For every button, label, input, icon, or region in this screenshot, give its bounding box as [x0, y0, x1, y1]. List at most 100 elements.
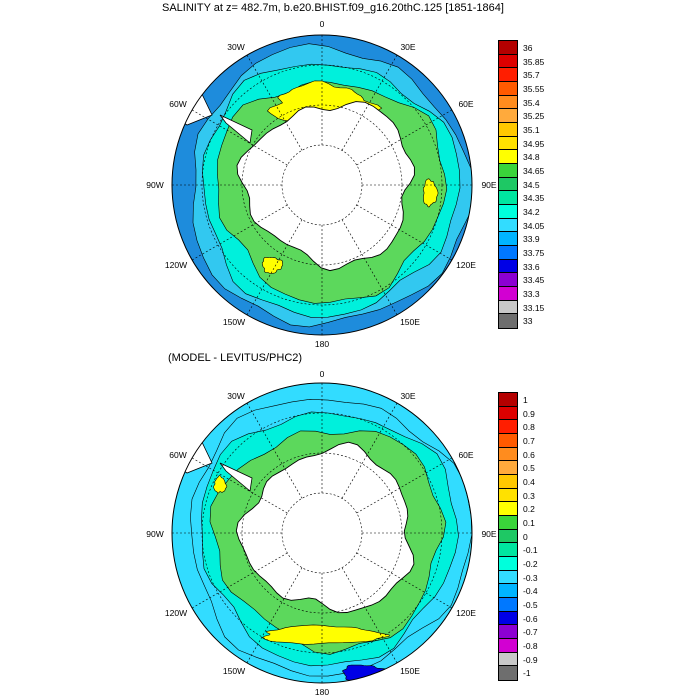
- colorbar-1-segment: [499, 109, 517, 123]
- colorbar-1-tick-label: 35.55: [523, 83, 545, 94]
- colorbar-2-segment: [499, 639, 517, 653]
- colorbar-1-tick-label: 35.7: [523, 70, 540, 81]
- colorbar-difference: [498, 392, 518, 681]
- colorbar-1-segment: [499, 41, 517, 55]
- salinity-max-east: [422, 178, 439, 208]
- colorbar-2-tick-label: -0.4: [523, 586, 538, 597]
- colorbar-1-segment: [499, 205, 517, 219]
- colorbar-2-segment: [499, 625, 517, 639]
- p1-lon-120w: 120W: [164, 260, 188, 270]
- p2-lon-120e: 120E: [456, 608, 476, 618]
- colorbar-2-segment: [499, 598, 517, 612]
- colorbar-2-segment: [499, 652, 517, 667]
- map-border: [171, 382, 473, 684]
- colorbar-2-segment: [499, 584, 517, 598]
- colorbar-1-tick-label: 34.65: [523, 165, 545, 176]
- colorbar-2-tick-label: -0.5: [523, 599, 538, 610]
- colorbar-2-segment: [499, 447, 517, 462]
- colorbar-2-segment: [499, 406, 517, 421]
- p1-lon-150e: 150E: [400, 317, 420, 327]
- map-border: [171, 34, 473, 336]
- colorbar-1-segment: [499, 54, 517, 69]
- colorbar-1-segment: [499, 150, 517, 164]
- colorbar-2-segment: [499, 502, 517, 516]
- colorbar-2-tick-label: 0.3: [523, 490, 535, 501]
- salinity-max-ross: [261, 256, 283, 274]
- colorbar-2-tick-label: 0.5: [523, 463, 535, 474]
- colorbar-2-tick-label: -0.3: [523, 572, 538, 583]
- map-field-1: [172, 35, 472, 335]
- colorbar-2-segment: [499, 488, 517, 503]
- colorbar-1-segment: [499, 232, 517, 246]
- colorbar-1-tick-label: 33.75: [523, 247, 545, 258]
- colorbar-1-segment: [499, 259, 517, 274]
- colorbar-1-tick-label: 33.6: [523, 261, 540, 272]
- p2-lon-60e: 60E: [458, 450, 474, 460]
- colorbar-2-tick-label: -0.1: [523, 545, 538, 556]
- p2-lon-150e: 150E: [400, 666, 420, 676]
- polar-map-2: [171, 382, 473, 684]
- colorbar-2-tick-label: -0.6: [523, 613, 538, 624]
- colorbar-2-tick-label: 0.1: [523, 517, 535, 528]
- colorbar-1-tick-label: 36: [523, 42, 533, 53]
- p2-lon-60w: 60W: [169, 450, 187, 460]
- colorbar-2-segment: [499, 516, 517, 530]
- p1-lon-0: 0: [319, 19, 325, 29]
- p2-lon-120w: 120W: [164, 608, 188, 618]
- colorbar-2-tick-label: 0.9: [523, 408, 535, 419]
- panel-2-title: (MODEL - LEVITUS/PHC2): [168, 352, 303, 364]
- colorbar-2-tick-label: 0.7: [523, 435, 535, 446]
- colorbar-1-segment: [499, 123, 517, 137]
- colorbar-2-tick-label: -0.2: [523, 558, 538, 569]
- colorbar-1-segment: [499, 136, 517, 151]
- p1-lon-90w: 90W: [146, 180, 164, 190]
- colorbar-1-tick-label: 34.2: [523, 206, 540, 217]
- p2-lon-150w: 150W: [222, 666, 246, 676]
- p2-lon-90e: 90E: [481, 529, 497, 539]
- colorbar-1-tick-label: 33.45: [523, 275, 545, 286]
- colorbar-salinity: [498, 40, 518, 329]
- colorbar-1-tick-label: 35.4: [523, 97, 540, 108]
- colorbar-2-tick-label: -0.9: [523, 654, 538, 665]
- antarctica-land: [235, 441, 415, 614]
- colorbar-1-tick-label: 33: [523, 316, 533, 327]
- colorbar-1-segment: [499, 246, 517, 260]
- panel-1-title: SALINITY at z= 482.7m, b.e20.BHIST.f09_g…: [162, 2, 504, 14]
- positive-anomaly-spot: [213, 475, 228, 494]
- colorbar-1-segment: [499, 177, 517, 192]
- colorbar-2-tick-label: -0.8: [523, 640, 538, 651]
- colorbar-1-tick-label: 34.8: [523, 152, 540, 163]
- colorbar-1-segment: [499, 273, 517, 287]
- colorbar-1-segment: [499, 68, 517, 82]
- colorbar-2-tick-label: 0: [523, 531, 528, 542]
- colorbar-1-segment: [499, 82, 517, 96]
- colorbar-1-tick-label: 34.05: [523, 220, 545, 231]
- colorbar-2-segment: [499, 611, 517, 626]
- colorbar-1-segment: [499, 191, 517, 205]
- p1-lon-90e: 90E: [481, 180, 497, 190]
- polar-map-1: [171, 34, 473, 336]
- colorbar-1-tick-label: 35.1: [523, 124, 540, 135]
- colorbar-2-segment: [499, 557, 517, 571]
- colorbar-2-segment: [499, 461, 517, 475]
- positive-anomaly-band: [261, 624, 390, 645]
- colorbar-2-tick-label: 0.4: [523, 476, 535, 487]
- p2-lon-180: 180: [314, 687, 330, 697]
- colorbar-2-segment: [499, 570, 517, 585]
- p1-lon-180: 180: [314, 339, 330, 349]
- colorbar-2-segment: [499, 543, 517, 557]
- map-field-2: [172, 383, 472, 683]
- antarctic-peninsula: [219, 462, 253, 492]
- p1-lon-120e: 120E: [456, 260, 476, 270]
- colorbar-1-tick-label: 34.35: [523, 193, 545, 204]
- p1-lon-60e: 60E: [458, 99, 474, 109]
- colorbar-1-segment: [499, 95, 517, 110]
- colorbar-2-segment: [499, 434, 517, 448]
- colorbar-1-tick-label: 35.25: [523, 111, 545, 122]
- colorbar-1-tick-label: 34.95: [523, 138, 545, 149]
- colorbar-1-segment: [499, 218, 517, 233]
- colorbar-1-tick-label: 33.15: [523, 302, 545, 313]
- colorbar-2-segment: [499, 475, 517, 489]
- p2-lon-30e: 30E: [400, 391, 416, 401]
